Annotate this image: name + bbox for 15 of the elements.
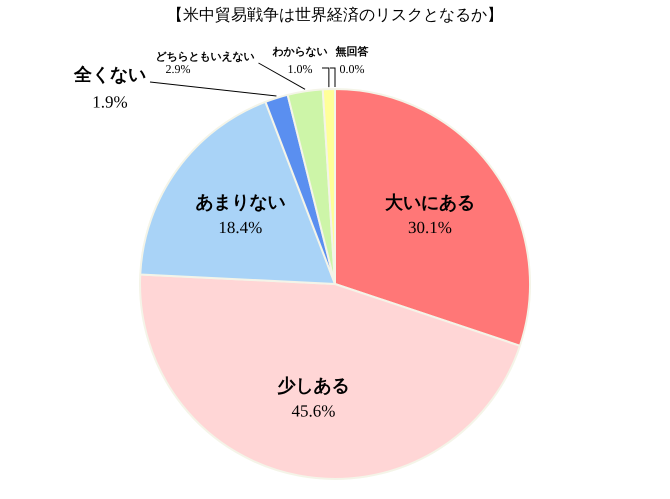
data-label: 18.4% [218,218,262,237]
data-label: 1.0% [288,62,312,76]
slice-label: わからない [272,44,328,58]
slice-label: 全くない [73,64,146,86]
data-label: 1.9% [92,92,128,112]
slice-label: 大いにある [384,192,475,214]
slice-label: 少しある [277,376,350,397]
slice-label: あまりない [195,192,286,213]
data-label: 45.6% [291,401,336,420]
data-label: 30.1% [408,218,452,238]
chart-title: 【米中貿易戦争は世界経済のリスクとなるか】 [167,6,503,24]
text: 0.0% [340,62,364,76]
data-label: 2.9% [166,62,190,76]
slice-label: どちらともいえない [156,50,254,63]
category-label: 無回答 [336,44,368,58]
